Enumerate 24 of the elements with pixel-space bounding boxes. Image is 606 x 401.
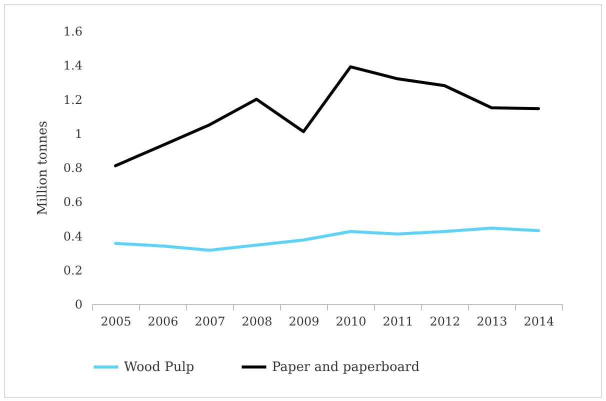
y-tick-label: 1.6 xyxy=(63,24,82,38)
y-tick-label: 0 xyxy=(74,298,82,312)
x-tick-label: 2014 xyxy=(524,314,555,328)
x-tick-label: 2008 xyxy=(242,314,272,328)
x-tick-label: 2009 xyxy=(288,314,320,328)
legend-label: Paper and paperboard xyxy=(272,360,420,375)
legend-label: Wood Pulp xyxy=(124,360,194,375)
x-tick-label: 2005 xyxy=(100,314,132,328)
y-tick-label: 0.4 xyxy=(63,229,83,244)
x-tick-label: 2011 xyxy=(382,314,414,328)
y-tick-label: 1.4 xyxy=(63,58,83,73)
x-tick-label: 2007 xyxy=(194,314,226,328)
x-tick-label: 2006 xyxy=(148,314,178,328)
y-tick-label: 1.2 xyxy=(63,92,82,107)
y-tick-label: 0.2 xyxy=(63,263,82,278)
x-tick-label: 2010 xyxy=(336,314,366,328)
x-tick-label: 2013 xyxy=(476,314,508,328)
x-tick-label: 2012 xyxy=(430,314,460,328)
y-tick-label: 0.8 xyxy=(63,161,82,175)
y-tick-label: 1 xyxy=(74,126,82,141)
line-series xyxy=(114,226,540,252)
y-tick-label: 0.6 xyxy=(63,195,82,210)
y-axis-title: Million tonnes xyxy=(35,120,50,216)
line-series xyxy=(114,65,540,168)
